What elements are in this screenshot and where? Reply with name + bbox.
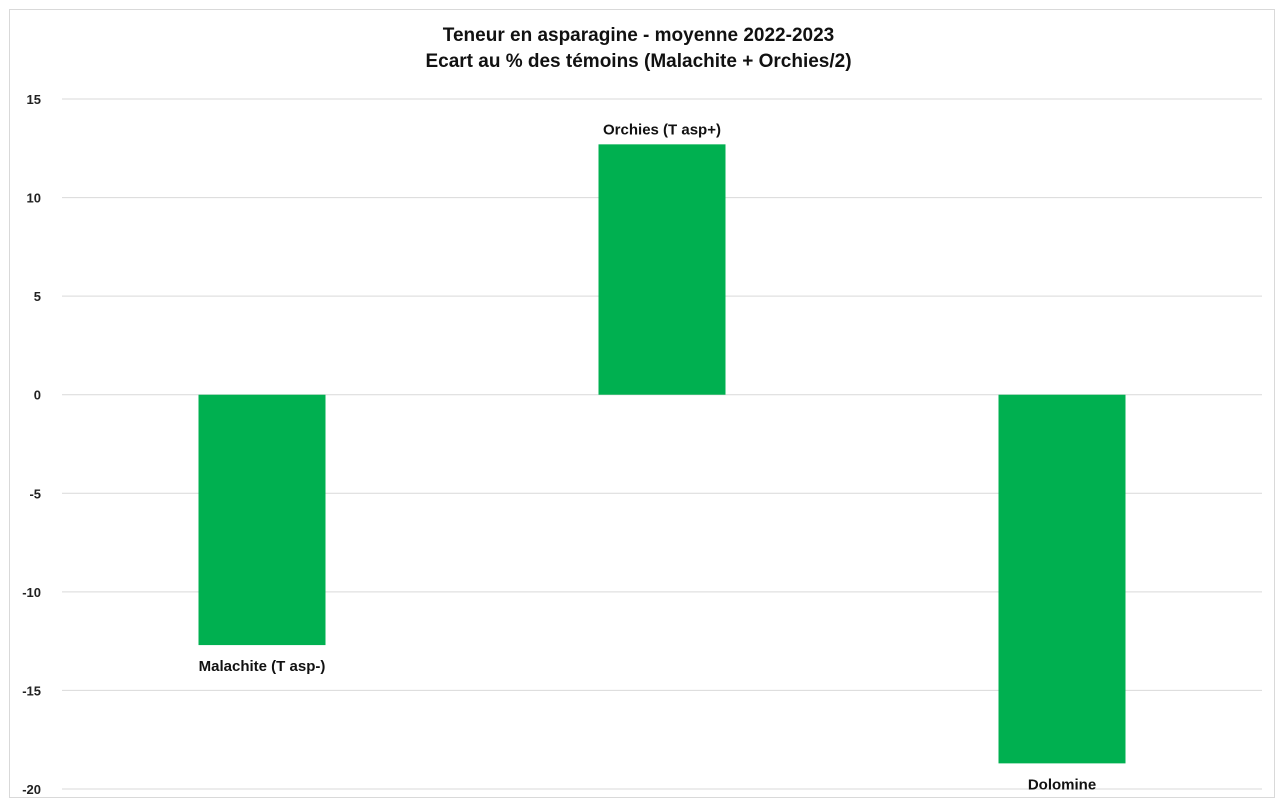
y-tick-label: 15 — [27, 92, 41, 107]
data-labels: Malachite (T asp-) Orchies (T asp+) Dolomi… — [199, 121, 1097, 793]
y-tick-label: 5 — [34, 289, 41, 304]
bar-label: Orchies (T asp+) — [603, 121, 721, 138]
y-tick-label: 10 — [27, 191, 41, 206]
bar-2 — [598, 144, 726, 395]
chart-title-block: Teneur en asparagine - moyenne 2022-2023… — [0, 23, 1277, 75]
y-tick-label: 0 — [34, 388, 41, 403]
bar-1 — [198, 394, 326, 646]
bar-label: Malachite (T asp-) — [199, 658, 326, 675]
bar-label: Dolomine — [1028, 776, 1096, 793]
y-axis: 15 10 5 0 -5 -10 -15 -20 — [22, 92, 41, 797]
y-tick-label: -15 — [22, 683, 41, 698]
bar-3 — [998, 394, 1126, 764]
y-tick-label: -20 — [22, 782, 41, 797]
chart-subtitle: Ecart au % des témoins (Malachite + Orch… — [425, 51, 852, 72]
y-tick-label: -5 — [29, 486, 41, 501]
y-tick-label: -10 — [22, 585, 41, 600]
chart-title: Teneur en asparagine - moyenne 2022-2023 — [442, 25, 835, 46]
bars — [198, 144, 1126, 764]
